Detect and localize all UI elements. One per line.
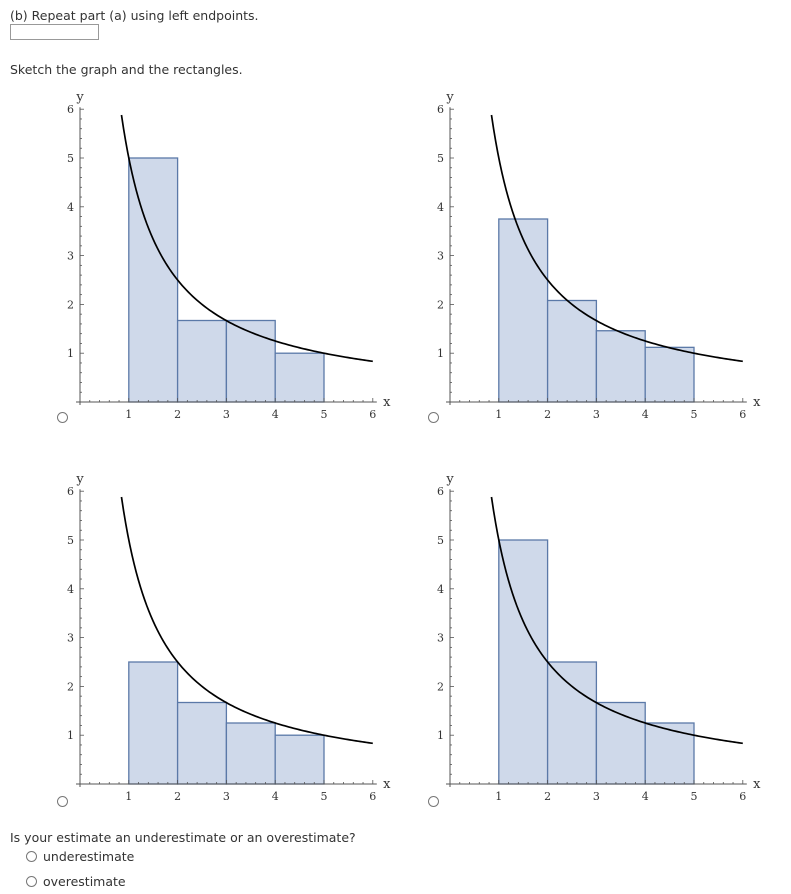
y-tick-label: 2	[67, 298, 74, 311]
y-tick-label: 3	[67, 632, 74, 645]
rect-bar-3	[595, 701, 646, 785]
y-tick-label: 3	[437, 632, 444, 645]
rect-bar-2	[176, 319, 228, 403]
rect-bar-2	[546, 661, 598, 785]
underestimate-radio[interactable]	[26, 851, 37, 862]
rect-bar-1	[498, 539, 549, 785]
y-axis-label: y	[445, 472, 454, 487]
x-tick-label: 2	[174, 408, 181, 421]
y-tick-label: 3	[67, 250, 74, 263]
x-tick-label: 5	[321, 790, 328, 803]
x-axis-label: x	[753, 777, 761, 792]
y-axis-label: y	[445, 90, 454, 105]
x-tick-label: 1	[125, 408, 132, 421]
y-tick-label: 6	[67, 485, 74, 498]
x-tick-label: 4	[642, 790, 649, 803]
x-tick-label: 6	[739, 408, 746, 421]
curve-line	[490, 114, 743, 363]
y-tick-label: 4	[437, 583, 444, 596]
x-tick-label: 4	[642, 408, 649, 421]
rect-bar-2	[546, 299, 598, 403]
overestimate-label: overestimate	[43, 874, 126, 889]
x-tick-label: 3	[223, 790, 230, 803]
x-axis-label: x	[383, 777, 391, 792]
x-tick-label: 3	[593, 408, 600, 421]
y-tick-label: 5	[67, 534, 74, 547]
x-axis-label: x	[753, 395, 761, 410]
x-tick-label: 6	[739, 790, 746, 803]
rect-bar-4	[274, 352, 325, 403]
curve-line	[120, 496, 373, 745]
y-tick-label: 1	[67, 347, 74, 360]
y-tick-label: 4	[67, 201, 74, 214]
sketch-instruction: Sketch the graph and the rectangles.	[10, 62, 243, 77]
overestimate-radio[interactable]	[26, 876, 37, 887]
y-tick-label: 4	[67, 583, 74, 596]
part-b-prompt: (b) Repeat part (a) using left endpoints…	[10, 8, 259, 23]
graph-radio-top-right[interactable]	[428, 412, 439, 423]
rect-bar-3	[225, 319, 276, 403]
x-tick-label: 1	[495, 790, 502, 803]
y-axis-label: y	[75, 472, 84, 487]
rect-bar-3	[595, 330, 646, 403]
curve-line	[490, 496, 743, 745]
x-tick-label: 6	[369, 408, 376, 421]
x-tick-label: 4	[272, 790, 279, 803]
y-tick-label: 2	[67, 680, 74, 693]
y-axis-label: y	[75, 90, 84, 105]
x-tick-label: 2	[544, 408, 551, 421]
x-tick-label: 1	[125, 790, 132, 803]
rect-bar-1	[498, 218, 549, 403]
rect-bar-1	[128, 157, 179, 403]
y-tick-label: 1	[67, 729, 74, 742]
x-tick-label: 5	[691, 790, 698, 803]
rect-bar-4	[644, 346, 695, 403]
x-tick-label: 5	[321, 408, 328, 421]
y-tick-label: 6	[67, 103, 74, 116]
rect-bar-1	[128, 661, 179, 785]
x-tick-label: 1	[495, 408, 502, 421]
x-tick-label: 2	[544, 790, 551, 803]
graph-radio-bottom-left[interactable]	[57, 796, 68, 807]
graph-radio-top-left[interactable]	[57, 412, 68, 423]
x-tick-label: 2	[174, 790, 181, 803]
x-tick-label: 6	[369, 790, 376, 803]
estimate-question: Is your estimate an underestimate or an …	[10, 830, 356, 845]
y-tick-label: 4	[437, 201, 444, 214]
rect-bar-2	[176, 701, 228, 785]
y-tick-label: 5	[437, 534, 444, 547]
y-tick-label: 5	[67, 152, 74, 165]
y-tick-label: 5	[437, 152, 444, 165]
y-tick-label: 6	[437, 103, 444, 116]
y-tick-label: 3	[437, 250, 444, 263]
x-axis-label: x	[383, 395, 391, 410]
y-tick-label: 2	[437, 680, 444, 693]
underestimate-label: underestimate	[43, 849, 135, 864]
rect-bar-4	[274, 734, 325, 785]
answer-input[interactable]	[10, 24, 99, 40]
x-tick-label: 5	[691, 408, 698, 421]
y-tick-label: 2	[437, 298, 444, 311]
x-tick-label: 4	[272, 408, 279, 421]
x-tick-label: 3	[223, 408, 230, 421]
rect-bar-3	[225, 722, 276, 785]
rect-bar-4	[644, 722, 695, 785]
y-tick-label: 1	[437, 347, 444, 360]
y-tick-label: 6	[437, 485, 444, 498]
x-tick-label: 3	[593, 790, 600, 803]
curve-line	[120, 114, 373, 363]
graph-radio-bottom-right[interactable]	[428, 796, 439, 807]
y-tick-label: 1	[437, 729, 444, 742]
